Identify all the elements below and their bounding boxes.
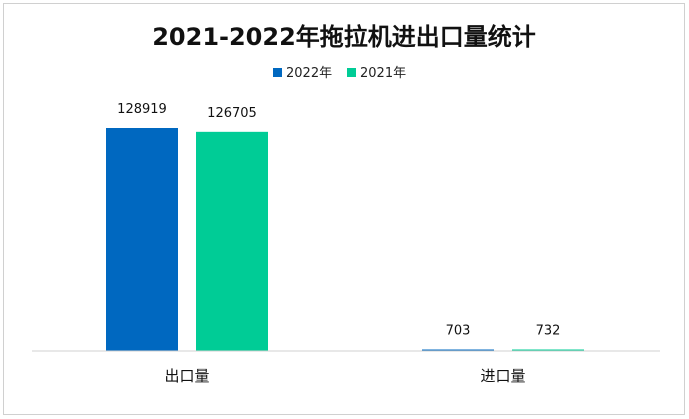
bar-1-0 — [422, 349, 494, 351]
data-label-1-1: 732 — [536, 324, 561, 339]
legend-swatch-2021 — [347, 68, 356, 77]
bars-group — [106, 128, 584, 351]
legend-label-2021: 2021年 — [360, 66, 406, 81]
data-labels-group: 128919 126705 703 732 — [117, 102, 560, 339]
chart-title: 2021-2022年拖拉机进出口量统计 — [152, 23, 536, 51]
bar-0-1 — [196, 131, 268, 351]
category-labels-group: 出口量 进口量 — [164, 367, 525, 385]
bar-1-1 — [512, 349, 584, 351]
data-label-0-1: 126705 — [207, 106, 257, 121]
legend-label-2022: 2022年 — [286, 66, 332, 81]
data-label-1-0: 703 — [446, 324, 471, 339]
category-label-1: 进口量 — [480, 367, 525, 385]
category-label-0: 出口量 — [164, 367, 209, 385]
legend-swatch-2022 — [273, 68, 282, 77]
legend: 2022年 2021年 — [273, 66, 406, 81]
bar-0-0 — [106, 128, 178, 351]
data-label-0-0: 128919 — [117, 102, 167, 117]
